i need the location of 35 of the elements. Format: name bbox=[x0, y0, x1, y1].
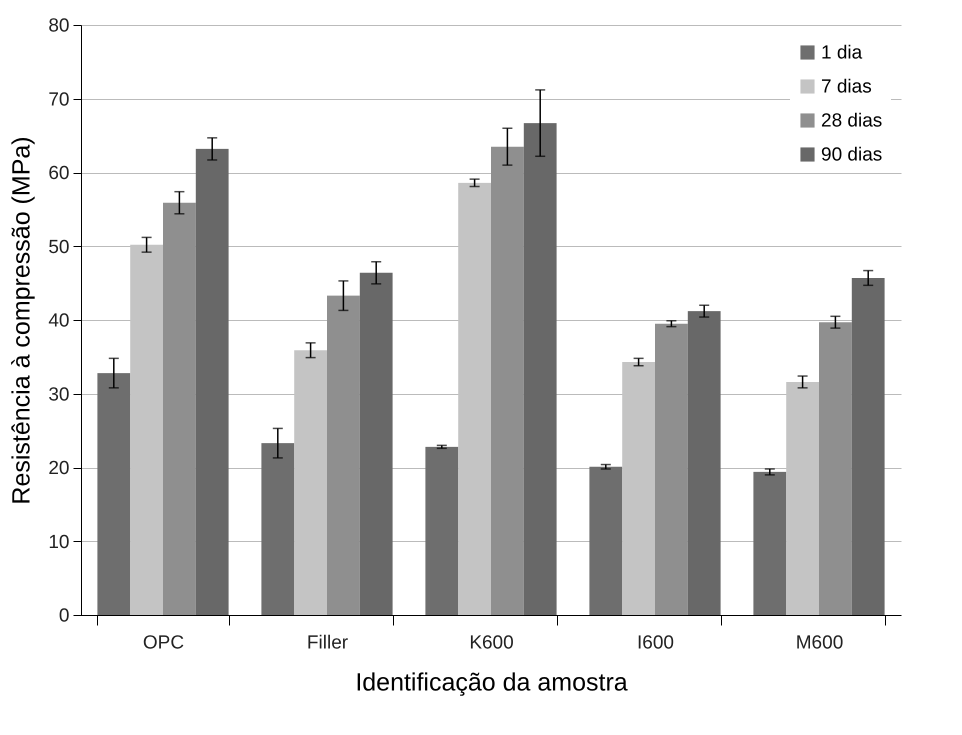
bar bbox=[360, 272, 393, 615]
bar bbox=[327, 296, 360, 615]
x-tick-label: I600 bbox=[637, 632, 674, 654]
y-tick-label: 60 bbox=[48, 163, 70, 184]
bar bbox=[491, 146, 524, 615]
bar bbox=[425, 446, 458, 615]
x-tick-label: K600 bbox=[469, 632, 514, 654]
bar bbox=[163, 202, 196, 615]
bar bbox=[196, 148, 229, 615]
y-tick-label: 0 bbox=[58, 606, 70, 626]
x-tick-label: OPC bbox=[142, 632, 184, 654]
bar bbox=[524, 123, 557, 615]
legend-label: 1 dia bbox=[821, 42, 863, 64]
y-tick-label: 40 bbox=[48, 310, 70, 332]
bar bbox=[97, 373, 130, 615]
x-axis-title: Identificação da amostra bbox=[355, 668, 628, 696]
y-tick-label: 30 bbox=[48, 384, 70, 406]
bar bbox=[852, 278, 885, 615]
y-axis-title: Resistência à compressão (MPa) bbox=[7, 136, 36, 505]
y-tick-label: 80 bbox=[48, 16, 70, 36]
y-tick-label: 70 bbox=[48, 89, 70, 110]
y-tick-label: 20 bbox=[48, 458, 70, 479]
bar bbox=[819, 322, 852, 615]
bar bbox=[753, 472, 786, 615]
legend-label: 90 dias bbox=[821, 144, 882, 166]
legend-label: 7 dias bbox=[821, 76, 872, 98]
x-tick-label: M600 bbox=[796, 632, 844, 654]
bar bbox=[655, 324, 688, 615]
y-tick-label: 10 bbox=[48, 532, 70, 553]
bar bbox=[261, 443, 294, 615]
x-tick-label: Filler bbox=[306, 632, 349, 654]
bar bbox=[589, 466, 622, 615]
bar bbox=[688, 311, 721, 615]
legend-label: 28 dias bbox=[821, 110, 882, 132]
y-tick-label: 50 bbox=[48, 236, 70, 258]
